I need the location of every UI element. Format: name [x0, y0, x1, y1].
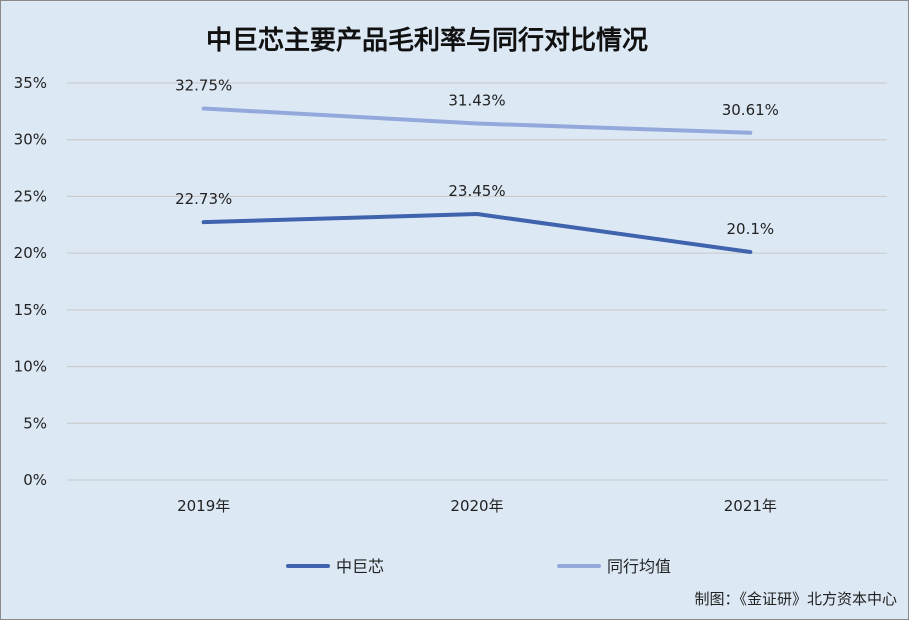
series-line — [201, 212, 753, 255]
y-tick-label: 25% — [14, 187, 47, 205]
grid-lines — [67, 82, 887, 481]
legend-label: 同行均值 — [607, 557, 671, 576]
series-lines — [201, 106, 753, 255]
source-note: 制图：《金证研》北方资本中心 — [694, 590, 897, 608]
data-label: 22.73% — [175, 190, 232, 208]
y-tick-label: 0% — [23, 471, 47, 489]
data-label: 31.43% — [448, 91, 505, 109]
legend-label: 中巨芯 — [336, 557, 384, 576]
y-tick-label: 10% — [14, 358, 47, 376]
chart-title: 中巨芯主要产品毛利率与同行对比情况 — [206, 25, 648, 56]
x-tick-label: 2019年 — [177, 497, 230, 515]
x-tick-label: 2020年 — [450, 497, 503, 515]
y-tick-label: 15% — [14, 301, 47, 319]
data-label: 32.75% — [175, 77, 232, 95]
data-label: 23.45% — [448, 182, 505, 200]
x-axis-ticks: 2019年 2020年 2021年 — [177, 497, 777, 515]
y-axis-ticks: 0% 5% 10% 15% 20% 25% 30% 35% — [14, 74, 47, 489]
data-labels: 22.73% 23.45% 20.1% 32.75% 31.43% 30.61% — [175, 77, 779, 238]
x-tick-label: 2021年 — [724, 497, 777, 515]
y-tick-label: 30% — [14, 131, 47, 149]
y-tick-label: 20% — [14, 244, 47, 262]
data-label: 20.1% — [727, 220, 775, 238]
series-line — [201, 106, 753, 135]
data-label: 30.61% — [722, 101, 779, 119]
y-tick-label: 35% — [14, 74, 47, 92]
legend: 中巨芯 同行均值 — [286, 557, 671, 576]
y-tick-label: 5% — [23, 414, 47, 432]
